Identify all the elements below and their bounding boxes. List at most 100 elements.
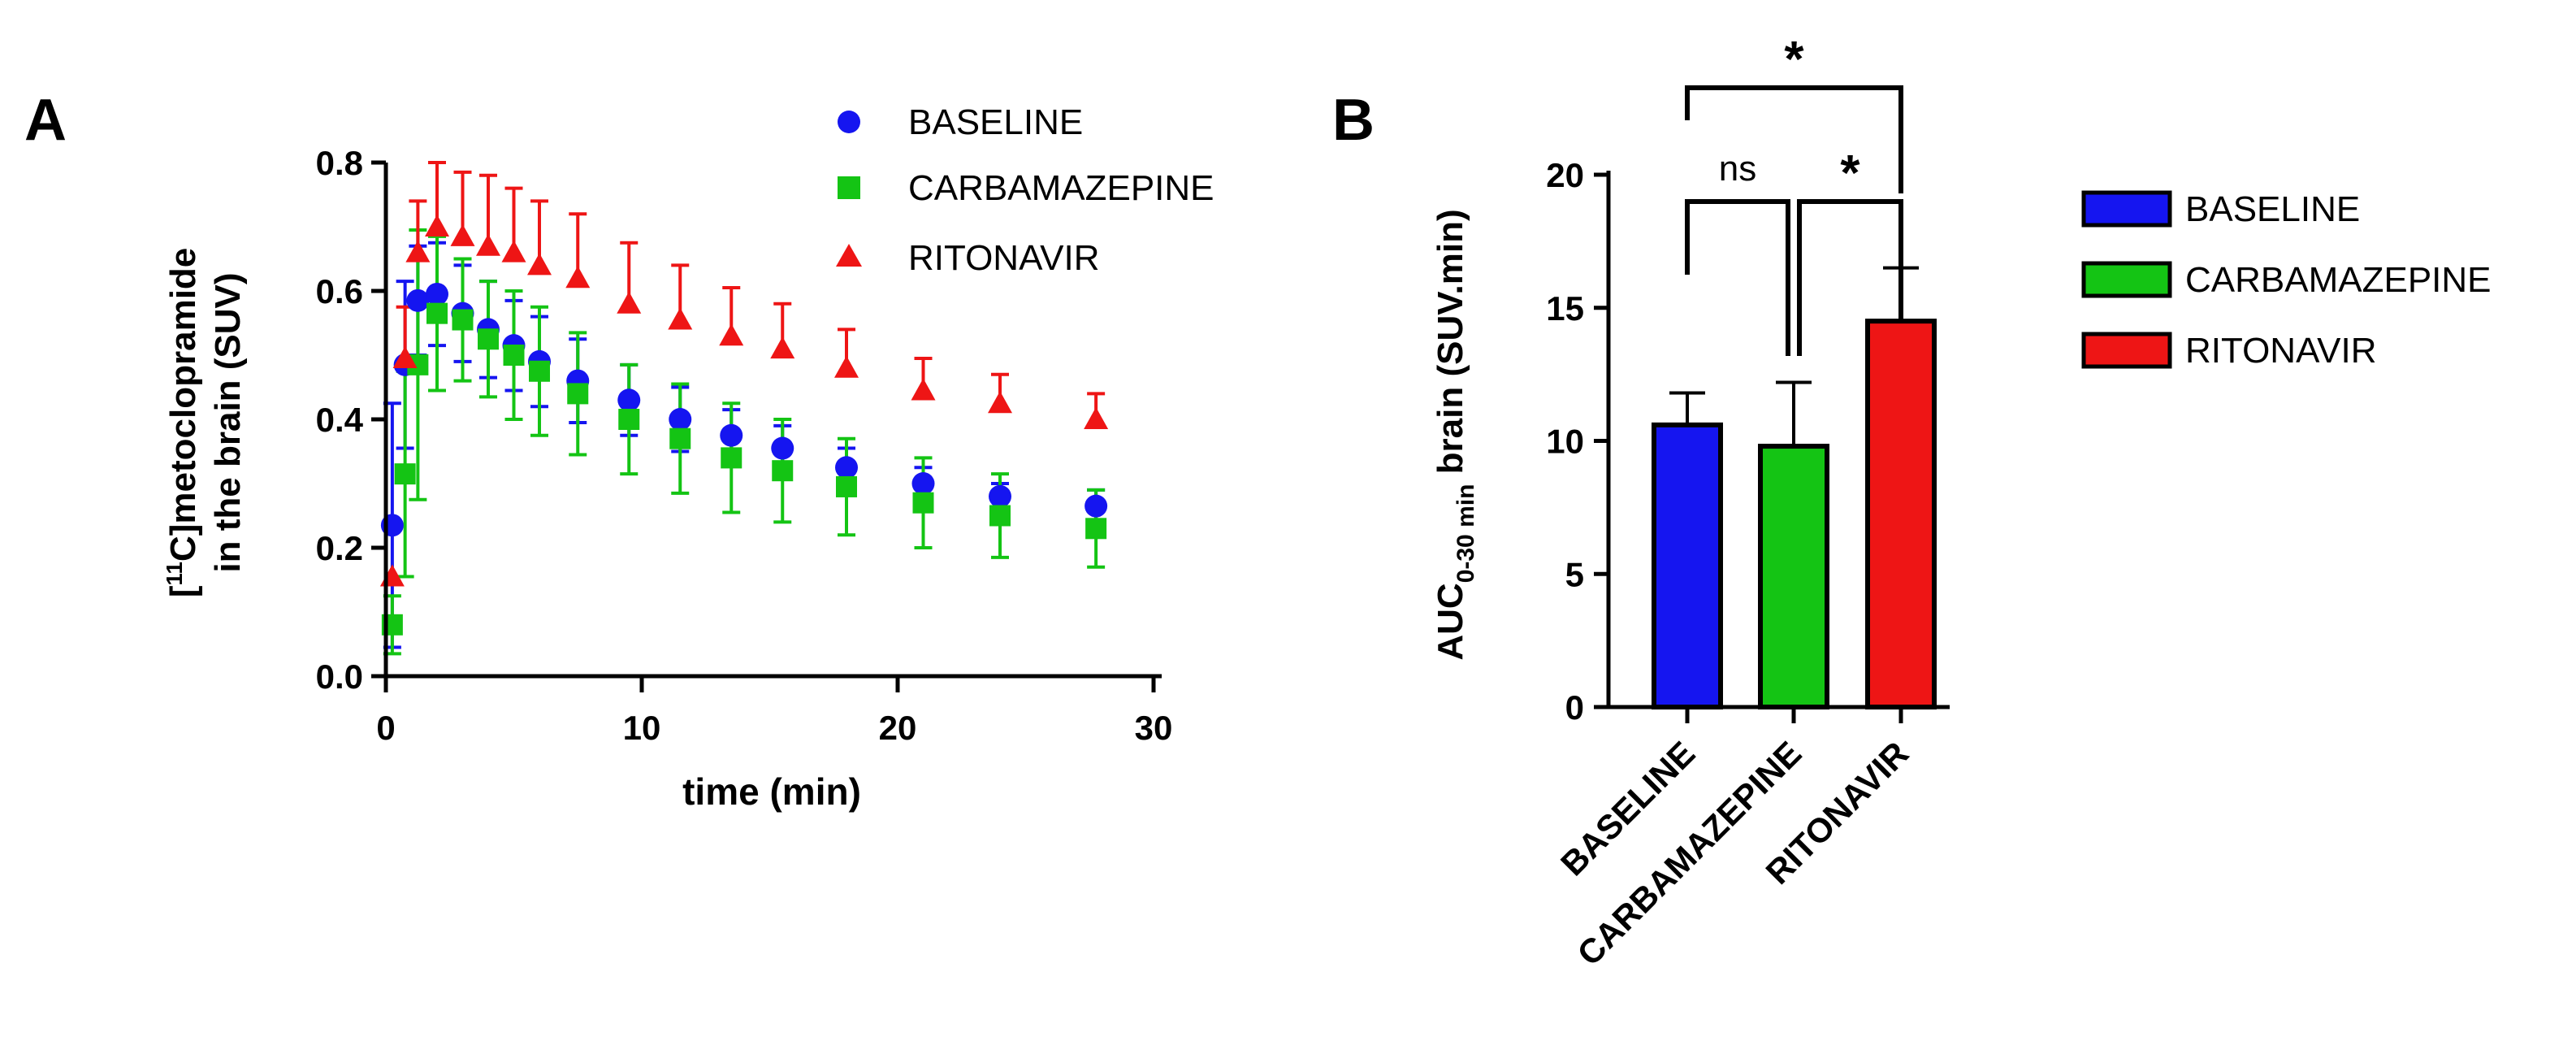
data-point	[392, 345, 418, 368]
panel-b-legend: BASELINE CARBAMAZEPINE RITONAVIR	[2081, 189, 2492, 371]
panel-b-significance: ns * *	[1685, 32, 1903, 356]
data-point	[425, 215, 449, 236]
data-point	[834, 355, 859, 378]
data-point	[476, 233, 500, 256]
panel-a-y-ticks: 0.0 0.2 0.4 0.6 0.8	[316, 144, 386, 696]
panel-b-y-axis-label: AUC0-30 min brain (SUV.min)	[1431, 209, 1479, 660]
data-point	[394, 463, 416, 485]
x-tick-label: 20	[879, 709, 917, 747]
legend-a-carbamazepine-marker	[838, 176, 860, 199]
data-point	[669, 408, 692, 431]
y-tick-label: 15	[1546, 289, 1584, 328]
data-point	[1085, 518, 1107, 540]
legend-a-baseline-label: BASELINE	[908, 102, 1083, 142]
data-point	[912, 492, 934, 514]
legend-b-baseline-label: BASELINE	[2185, 189, 2360, 229]
data-point	[478, 328, 499, 350]
data-point	[770, 336, 795, 359]
panel-a-letter: A	[24, 88, 67, 153]
data-point	[452, 309, 474, 331]
significance-label: *	[1840, 145, 1860, 202]
y-tick-label: 10	[1546, 423, 1584, 461]
data-point	[450, 223, 475, 246]
legend-a-ritonavir-marker	[836, 244, 862, 267]
data-point	[618, 409, 640, 430]
legend-b-baseline-swatch	[2081, 190, 2172, 228]
y-tick-label: 5	[1565, 555, 1584, 593]
significance-bracket	[1797, 199, 1903, 356]
legend-a-ritonavir-label: RITONAVIR	[908, 238, 1100, 278]
significance-label: ns	[1719, 149, 1756, 189]
ylabel-isotope-sup: 11	[162, 562, 187, 586]
data-point	[835, 456, 858, 479]
data-point	[1085, 494, 1108, 518]
data-point	[426, 302, 448, 324]
panel-a-x-ticks: 0 10 20 30	[376, 676, 1172, 747]
data-point	[426, 282, 448, 306]
data-point	[1084, 407, 1109, 429]
ylabel-auc-sub: 0-30 min	[1453, 484, 1479, 584]
data-point	[989, 505, 1011, 527]
data-point	[405, 240, 431, 262]
panel-a-x-axis-label: time (min)	[682, 770, 861, 813]
y-tick-label: 0.0	[316, 657, 363, 696]
legend-b-ritonavir-swatch	[2081, 332, 2172, 369]
y-tick-label: 20	[1546, 156, 1584, 194]
x-tick-label: 10	[623, 709, 661, 747]
legend-a-carbamazepine-label: CARBAMAZEPINE	[908, 168, 1214, 208]
panel-a-legend: BASELINE CARBAMAZEPINE RITONAVIR	[836, 102, 1214, 278]
legend-b-carbamazepine-swatch	[2081, 261, 2172, 298]
data-point	[989, 484, 1011, 508]
x-tick-label: 30	[1135, 709, 1173, 747]
data-point	[617, 291, 642, 314]
y-tick-label: 0	[1565, 688, 1584, 727]
panel-b-y-ticks: 0 5 10 15 20	[1546, 156, 1608, 727]
data-point	[529, 360, 550, 382]
ylabel-auc-rest: brain (SUV.min)	[1431, 209, 1470, 484]
svg-text:AUC0-30 min brain (SUV.min): AUC0-30 min brain (SUV.min)	[1431, 209, 1479, 660]
panel-b-bars	[1652, 266, 1937, 709]
data-point	[503, 345, 525, 366]
data-point	[527, 253, 552, 276]
x-tick-label: 0	[376, 709, 395, 747]
panel-b-letter: B	[1332, 88, 1375, 153]
data-point	[720, 423, 743, 447]
data-point	[669, 427, 691, 449]
data-point	[565, 266, 591, 289]
bar	[1758, 444, 1829, 709]
bar	[1652, 422, 1723, 709]
y-tick-label: 0.8	[316, 144, 363, 182]
y-tick-label: 0.2	[316, 529, 363, 567]
data-point	[988, 391, 1012, 414]
data-point	[772, 460, 794, 482]
significance-label: *	[1784, 32, 1804, 88]
data-point	[501, 240, 526, 262]
panel-a: A 0.0 0.2 0.4 0.6 0.8 0 10 20 30 time (min) [11…	[24, 88, 1214, 813]
ylabel-auc: AUC	[1431, 583, 1470, 660]
data-point	[406, 289, 430, 312]
ylabel-bracket: [	[163, 585, 203, 597]
data-point	[567, 383, 589, 405]
panel-a-y-axis-label: [11C]metoclopramide in the brain (SUV)	[162, 248, 248, 598]
data-point	[617, 388, 641, 412]
data-point	[719, 323, 744, 346]
data-point	[911, 378, 936, 401]
svg-text:[11C]metoclopramide: [11C]metoclopramide	[162, 248, 203, 598]
data-point	[911, 472, 935, 495]
legend-b-ritonavir-label: RITONAVIR	[2185, 331, 2377, 371]
data-point	[668, 307, 693, 330]
bar	[1865, 319, 1937, 709]
legend-b-carbamazepine-label: CARBAMAZEPINE	[2185, 260, 2492, 300]
data-point	[721, 447, 742, 469]
legend-a-baseline-marker	[838, 111, 860, 133]
ylabel-compound: C]metoclopramide	[163, 248, 203, 562]
y-tick-label: 0.6	[316, 272, 363, 310]
panel-a-markers	[379, 215, 1109, 636]
data-point	[836, 475, 857, 497]
significance-bracket	[1685, 85, 1903, 193]
ylabel-line2: in the brain (SUV)	[208, 272, 248, 572]
y-tick-label: 0.4	[316, 401, 364, 439]
